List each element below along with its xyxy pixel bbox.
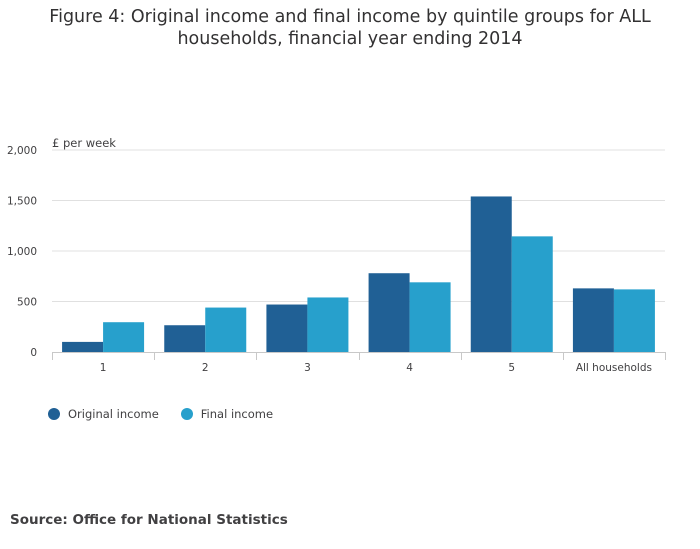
bar-original-2 xyxy=(266,304,308,352)
bar-original-4 xyxy=(470,196,512,352)
bar-final-2 xyxy=(307,297,349,352)
grid-lines xyxy=(52,149,665,302)
bar-original-1 xyxy=(164,325,206,352)
legend-swatch-original xyxy=(48,408,60,420)
bar-final-3 xyxy=(409,282,451,352)
y-tick-label-500: 500 xyxy=(17,297,37,309)
y-tick-label-1500: 1,500 xyxy=(7,196,37,208)
legend-item-final: Final income xyxy=(180,407,274,421)
x-tick-label-4: 5 xyxy=(508,362,515,374)
legend-swatch-final xyxy=(180,408,193,420)
y-axis-label: £ per week xyxy=(52,136,116,150)
y-tick-labels: 0 500 1,000 1,500 2,000 xyxy=(7,145,37,359)
bars xyxy=(62,196,655,352)
y-tick-label-2000: 2,000 xyxy=(7,145,37,157)
bar-original-0 xyxy=(62,341,104,352)
bar-final-0 xyxy=(103,322,145,352)
x-tick-label-5: All households xyxy=(576,362,652,374)
legend-label-original: Original income xyxy=(68,407,159,421)
bar-final-1 xyxy=(205,307,247,352)
y-tick-label-1000: 1,000 xyxy=(7,246,37,258)
bar-original-5 xyxy=(572,288,614,352)
legend-item-original: Original income xyxy=(48,407,159,421)
legend: Original income Final income xyxy=(48,407,295,421)
x-tick-label-0: 1 xyxy=(100,362,107,374)
bar-original-3 xyxy=(368,273,410,352)
x-tick-label-1: 2 xyxy=(202,362,209,374)
x-axis: 1 2 3 4 5 All households xyxy=(52,352,666,374)
source-note: Source: Office for National Statistics xyxy=(10,512,288,528)
legend-label-final: Final income xyxy=(200,407,274,421)
y-tick-label-0: 0 xyxy=(30,347,37,359)
x-tick-label-3: 4 xyxy=(406,362,413,374)
x-tick-label-2: 3 xyxy=(304,362,311,374)
bar-final-4 xyxy=(511,236,553,352)
chart-title: Figure 4: Original income and final inco… xyxy=(49,7,651,49)
bar-final-5 xyxy=(613,289,655,352)
